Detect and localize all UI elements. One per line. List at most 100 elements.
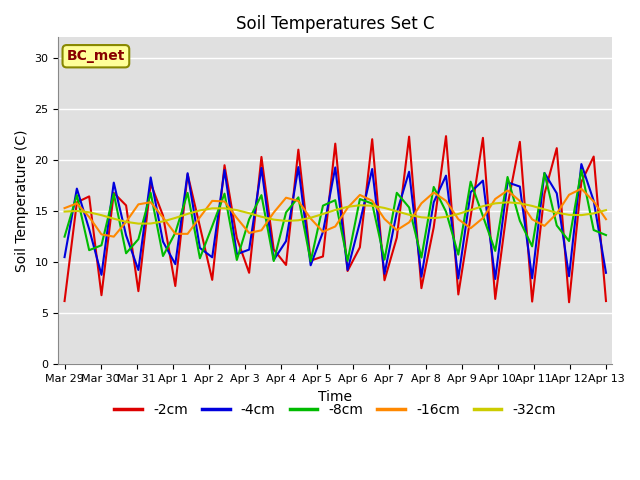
-4cm xyxy=(233,251,241,257)
-32cm xyxy=(245,210,253,216)
-2cm xyxy=(479,135,487,141)
-32cm xyxy=(159,218,167,224)
-8cm xyxy=(504,174,511,180)
-8cm xyxy=(307,258,314,264)
-16cm xyxy=(577,186,585,192)
-8cm xyxy=(172,230,179,236)
-2cm xyxy=(430,225,438,230)
-8cm xyxy=(393,190,401,196)
-8cm xyxy=(245,216,253,222)
-8cm xyxy=(122,251,130,256)
-2cm xyxy=(504,203,511,208)
-2cm xyxy=(209,277,216,283)
-16cm xyxy=(134,202,142,207)
-16cm xyxy=(61,205,68,211)
-2cm xyxy=(184,171,191,177)
-4cm xyxy=(590,198,598,204)
-8cm xyxy=(442,209,450,215)
-32cm xyxy=(454,211,462,217)
-8cm xyxy=(492,248,499,254)
-2cm xyxy=(245,270,253,276)
-16cm xyxy=(516,198,524,204)
-16cm xyxy=(344,205,351,211)
-8cm xyxy=(516,218,524,224)
-2cm xyxy=(270,247,278,252)
-4cm xyxy=(122,232,130,238)
-8cm xyxy=(590,227,598,233)
-4cm xyxy=(442,173,450,179)
-16cm xyxy=(442,198,450,204)
-2cm xyxy=(196,224,204,229)
-8cm xyxy=(85,247,93,253)
-32cm xyxy=(442,214,450,220)
-32cm xyxy=(147,221,154,227)
-8cm xyxy=(270,258,278,264)
-8cm xyxy=(405,204,413,210)
-16cm xyxy=(172,231,179,237)
-8cm xyxy=(159,253,167,259)
-32cm xyxy=(541,206,548,212)
-32cm xyxy=(233,207,241,213)
-2cm xyxy=(159,213,167,218)
-16cm xyxy=(282,195,290,201)
-4cm xyxy=(196,245,204,251)
-4cm xyxy=(332,165,339,170)
-2cm xyxy=(147,180,154,186)
-4cm xyxy=(110,180,118,185)
-4cm xyxy=(369,166,376,172)
-2cm xyxy=(369,136,376,142)
-4cm xyxy=(134,267,142,273)
-32cm xyxy=(85,209,93,215)
-32cm xyxy=(184,211,191,217)
-16cm xyxy=(393,228,401,233)
-32cm xyxy=(577,212,585,218)
-32cm xyxy=(504,200,511,205)
-32cm xyxy=(467,207,474,213)
-8cm xyxy=(356,196,364,202)
-2cm xyxy=(528,299,536,304)
-2cm xyxy=(134,288,142,294)
-32cm xyxy=(553,210,561,216)
-8cm xyxy=(369,201,376,206)
-2cm xyxy=(356,244,364,250)
-32cm xyxy=(257,214,265,220)
-2cm xyxy=(85,193,93,199)
-8cm xyxy=(479,213,487,219)
-32cm xyxy=(282,218,290,224)
-2cm xyxy=(332,141,339,146)
-8cm xyxy=(184,190,191,196)
-2cm xyxy=(122,203,130,208)
-16cm xyxy=(184,231,191,237)
-2cm xyxy=(516,139,524,145)
X-axis label: Time: Time xyxy=(318,390,352,404)
Line: -2cm: -2cm xyxy=(65,136,606,302)
Line: -32cm: -32cm xyxy=(65,203,606,224)
-32cm xyxy=(381,205,388,211)
-2cm xyxy=(73,200,81,205)
-4cm xyxy=(492,276,499,282)
-4cm xyxy=(565,273,573,279)
-2cm xyxy=(467,214,474,219)
-2cm xyxy=(393,235,401,240)
-4cm xyxy=(553,191,561,196)
-4cm xyxy=(405,169,413,175)
-16cm xyxy=(454,216,462,222)
-8cm xyxy=(528,243,536,249)
-16cm xyxy=(73,201,81,206)
-16cm xyxy=(541,223,548,229)
-32cm xyxy=(430,215,438,221)
-2cm xyxy=(442,133,450,139)
-16cm xyxy=(233,215,241,221)
-32cm xyxy=(196,207,204,213)
-2cm xyxy=(417,285,425,291)
-32cm xyxy=(209,205,216,211)
-16cm xyxy=(565,192,573,198)
-32cm xyxy=(356,203,364,208)
-8cm xyxy=(294,194,302,200)
-4cm xyxy=(209,254,216,260)
-16cm xyxy=(294,198,302,204)
-32cm xyxy=(319,211,327,217)
-4cm xyxy=(61,254,68,260)
-16cm xyxy=(85,214,93,220)
-8cm xyxy=(381,257,388,263)
